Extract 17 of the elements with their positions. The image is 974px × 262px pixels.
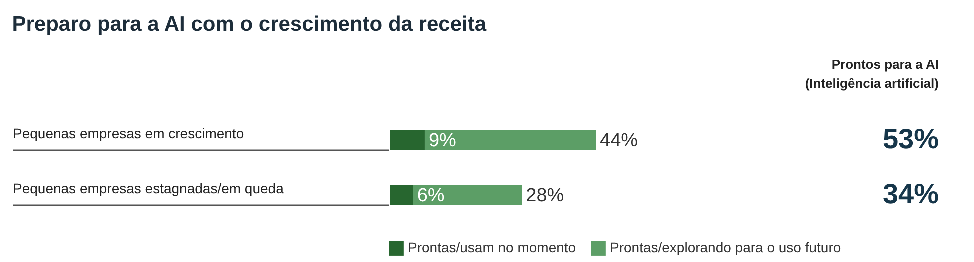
text: 53% xyxy=(882,124,940,154)
y-tick-label: Pequenas empresas estagnadas/em queda xyxy=(13,180,284,196)
legend-label: Prontas/explorando para o uso futuro xyxy=(610,240,842,256)
data-label: 28% xyxy=(526,186,564,206)
y-tick-label: Pequenas empresas em crescimento xyxy=(13,126,244,142)
data-label: 6% xyxy=(417,186,445,206)
legend-label: Prontas/usam no momento xyxy=(408,240,576,256)
bar xyxy=(424,130,596,150)
bar xyxy=(390,186,414,206)
bar xyxy=(413,186,522,206)
chart-title: Preparo para a AI com o crescimento da receita xyxy=(12,13,487,36)
bar xyxy=(390,130,425,150)
data-label: 44% xyxy=(600,130,638,152)
data-label: 9% xyxy=(428,130,457,152)
text: Prontos para a AI xyxy=(832,57,939,72)
text: (Inteligência artificial) xyxy=(805,76,939,91)
text: 34% xyxy=(882,178,940,210)
